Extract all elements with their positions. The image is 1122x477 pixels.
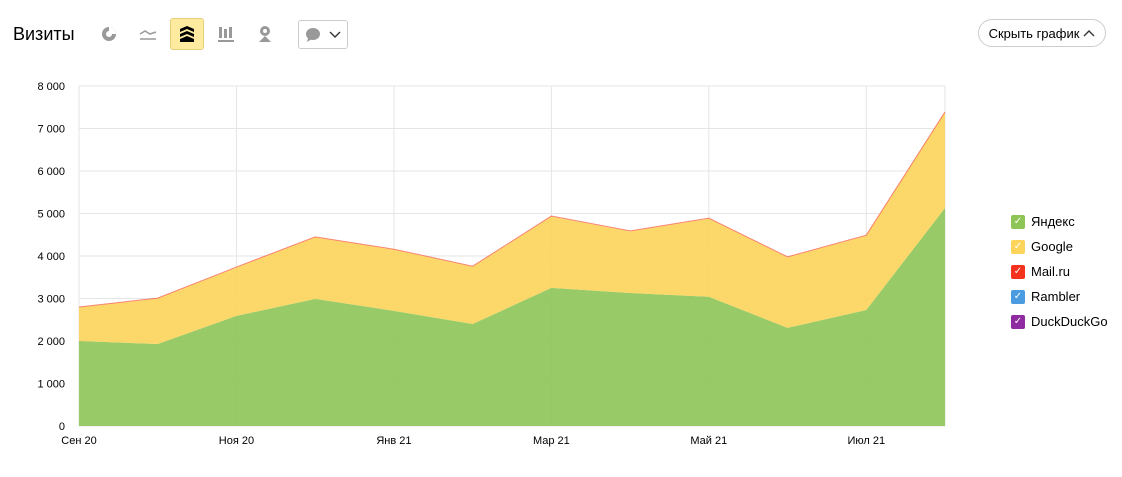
y-tick-label: 1 000 <box>37 379 65 391</box>
checkbox-icon[interactable]: ✓ <box>1011 264 1025 279</box>
checkbox-icon[interactable]: ✓ <box>1011 214 1025 229</box>
legend-item[interactable]: ✓ Mail.ru <box>1011 259 1108 284</box>
hide-chart-button[interactable]: Скрыть график <box>978 19 1106 47</box>
x-tick-label: Мар 21 <box>533 435 570 447</box>
checkbox-icon[interactable]: ✓ <box>1011 314 1025 329</box>
bar-chart-button[interactable] <box>209 18 243 50</box>
chevron-up-icon <box>1083 30 1095 37</box>
series-area-0 <box>79 207 945 426</box>
map-icon <box>259 26 271 42</box>
legend-label: Яндекс <box>1031 214 1075 229</box>
checkbox-icon[interactable]: ✓ <box>1011 239 1025 254</box>
y-tick-label: 6 000 <box>37 166 65 178</box>
y-tick-label: 7 000 <box>37 124 65 136</box>
y-tick-label: 5 000 <box>37 209 65 221</box>
series-line-2 <box>78 111 946 308</box>
legend-label: Mail.ru <box>1031 264 1071 279</box>
hide-chart-label: Скрыть график <box>988 25 1080 41</box>
legend-label: DuckDuckGo <box>1031 314 1108 329</box>
y-tick-label: 3 000 <box>37 294 65 306</box>
legend-label: Rambler <box>1031 289 1081 304</box>
x-tick-label: Май 21 <box>690 435 727 447</box>
y-tick-label: 4 000 <box>37 251 65 263</box>
legend-item[interactable]: ✓ DuckDuckGo <box>1011 309 1108 334</box>
x-tick-label: Янв 21 <box>376 435 411 447</box>
checkbox-icon[interactable]: ✓ <box>1011 289 1025 304</box>
y-tick-label: 2 000 <box>37 336 65 348</box>
area-chart-icon <box>180 26 194 42</box>
chart-legend: ✓ Яндекс ✓ Google ✓ Mail.ru ✓ Rambler ✓ DuckDuckG… <box>1011 209 1108 334</box>
x-tick-label: Сен 20 <box>61 435 96 447</box>
x-tick-label: Ноя 20 <box>219 435 254 447</box>
x-tick-label: Июл 21 <box>847 435 885 447</box>
legend-item[interactable]: ✓ Google <box>1011 234 1108 259</box>
line-chart-button[interactable] <box>131 18 165 50</box>
comment-icon <box>306 28 320 42</box>
y-tick-label: 0 <box>59 421 65 433</box>
series-area-1 <box>79 112 945 344</box>
bar-chart-icon <box>218 27 234 42</box>
line-chart-icon <box>139 30 157 40</box>
y-tick-label: 8 000 <box>37 81 65 93</box>
chevron-down-icon <box>329 31 341 38</box>
legend-item[interactable]: ✓ Яндекс <box>1011 209 1108 234</box>
area-chart-button[interactable] <box>170 18 204 50</box>
legend-item[interactable]: ✓ Rambler <box>1011 284 1108 309</box>
page-title: Визиты <box>13 24 75 44</box>
legend-label: Google <box>1031 239 1073 254</box>
pie-chart-button[interactable] <box>92 18 126 50</box>
annotations-dropdown[interactable] <box>298 20 348 49</box>
map-button[interactable] <box>248 18 282 50</box>
pie-chart-icon <box>102 27 116 41</box>
